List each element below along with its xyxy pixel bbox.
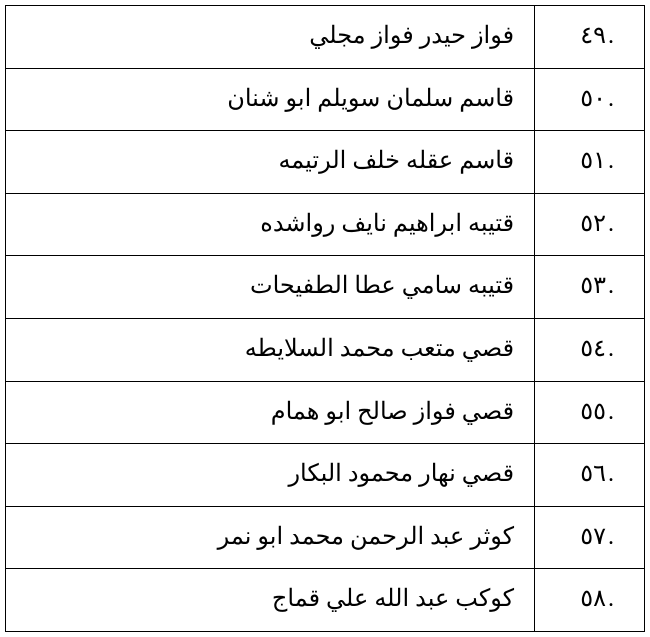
table-body: .٤٩فواز حيدر فواز مجلي.٥٠قاسم سلمان سويل… xyxy=(6,6,645,632)
row-number-wrapper: .٥٨ xyxy=(545,583,614,617)
row-number-wrapper: .٥٣ xyxy=(545,270,614,304)
row-number-value: ٥١ xyxy=(580,145,606,179)
row-name-cell: قاسم سلمان سويلم ابو شنان xyxy=(6,68,535,131)
names-table-container: .٤٩فواز حيدر فواز مجلي.٥٠قاسم سلمان سويل… xyxy=(5,5,645,632)
table-row: .٥٣ قتيبه سامي عطا الطفيحات xyxy=(6,256,645,319)
row-number-value: ٥٣ xyxy=(580,270,606,304)
row-number-dot: . xyxy=(608,208,614,242)
row-number-cell: .٥١ xyxy=(535,131,645,194)
row-number-dot: . xyxy=(608,333,614,367)
row-number-value: ٥٤ xyxy=(580,333,606,367)
table-row: .٥٧ كوثر عبد الرحمن محمد ابو نمر xyxy=(6,506,645,569)
row-name-cell: كوثر عبد الرحمن محمد ابو نمر xyxy=(6,506,535,569)
row-number-value: ٥٠ xyxy=(580,83,606,117)
table-row: .٥١ قاسم عقله خلف الرتيمه xyxy=(6,131,645,194)
row-name-cell: قتيبه سامي عطا الطفيحات xyxy=(6,256,535,319)
row-number-cell: .٥٣ xyxy=(535,256,645,319)
table-row: .٥٨ كوكب عبد الله علي قماج xyxy=(6,569,645,632)
table-row: .٥٠ قاسم سلمان سويلم ابو شنان xyxy=(6,68,645,131)
row-number-wrapper: .٥٧ xyxy=(545,521,614,555)
row-number-cell: .٥٥ xyxy=(535,381,645,444)
row-number-value: ٥٢ xyxy=(580,208,606,242)
row-name-cell: قتيبه ابراهيم نايف رواشده xyxy=(6,193,535,256)
row-number-dot: . xyxy=(608,145,614,179)
row-number-cell: .٥٧ xyxy=(535,506,645,569)
row-number-dot: . xyxy=(608,583,614,617)
row-number-cell: .٥٤ xyxy=(535,318,645,381)
row-number-dot: . xyxy=(608,521,614,555)
row-number-wrapper: .٥٥ xyxy=(545,396,614,430)
row-name-cell: فواز حيدر فواز مجلي xyxy=(6,6,535,69)
row-number-dot: . xyxy=(608,20,614,54)
row-number-cell: .٥٨ xyxy=(535,569,645,632)
row-number-wrapper: .٤٩ xyxy=(545,20,614,54)
row-name-cell: كوكب عبد الله علي قماج xyxy=(6,569,535,632)
table-row: .٥٢ قتيبه ابراهيم نايف رواشده xyxy=(6,193,645,256)
row-number-cell: .٥٦ xyxy=(535,444,645,507)
table-row: .٥٤ قصي متعب محمد السلايطه xyxy=(6,318,645,381)
row-number-dot: . xyxy=(608,458,614,492)
row-number-dot: . xyxy=(608,83,614,117)
row-number-value: ٤٩ xyxy=(580,20,606,54)
row-number-cell: .٥٢ xyxy=(535,193,645,256)
row-name-cell: قصي فواز صالح ابو همام xyxy=(6,381,535,444)
row-number-value: ٥٥ xyxy=(580,396,606,430)
row-number-dot: . xyxy=(608,270,614,304)
row-number-value: ٥٧ xyxy=(580,521,606,555)
row-number-value: ٥٨ xyxy=(580,583,606,617)
row-number-wrapper: .٥٢ xyxy=(545,208,614,242)
row-name-cell: قصي متعب محمد السلايطه xyxy=(6,318,535,381)
row-number-cell: .٥٠ xyxy=(535,68,645,131)
table-row: .٥٥ قصي فواز صالح ابو همام xyxy=(6,381,645,444)
names-table: .٤٩فواز حيدر فواز مجلي.٥٠قاسم سلمان سويل… xyxy=(5,5,645,632)
row-number-cell: .٤٩ xyxy=(535,6,645,69)
row-number-wrapper: .٥٤ xyxy=(545,333,614,367)
table-row: .٥٦ قصي نهار محمود البكار xyxy=(6,444,645,507)
row-name-cell: قصي نهار محمود البكار xyxy=(6,444,535,507)
row-name-cell: قاسم عقله خلف الرتيمه xyxy=(6,131,535,194)
row-number-wrapper: .٥٠ xyxy=(545,83,614,117)
row-number-wrapper: .٥٦ xyxy=(545,458,614,492)
row-number-value: ٥٦ xyxy=(580,458,606,492)
table-row: .٤٩ فواز حيدر فواز مجلي xyxy=(6,6,645,69)
row-number-dot: . xyxy=(608,396,614,430)
row-number-wrapper: .٥١ xyxy=(545,145,614,179)
